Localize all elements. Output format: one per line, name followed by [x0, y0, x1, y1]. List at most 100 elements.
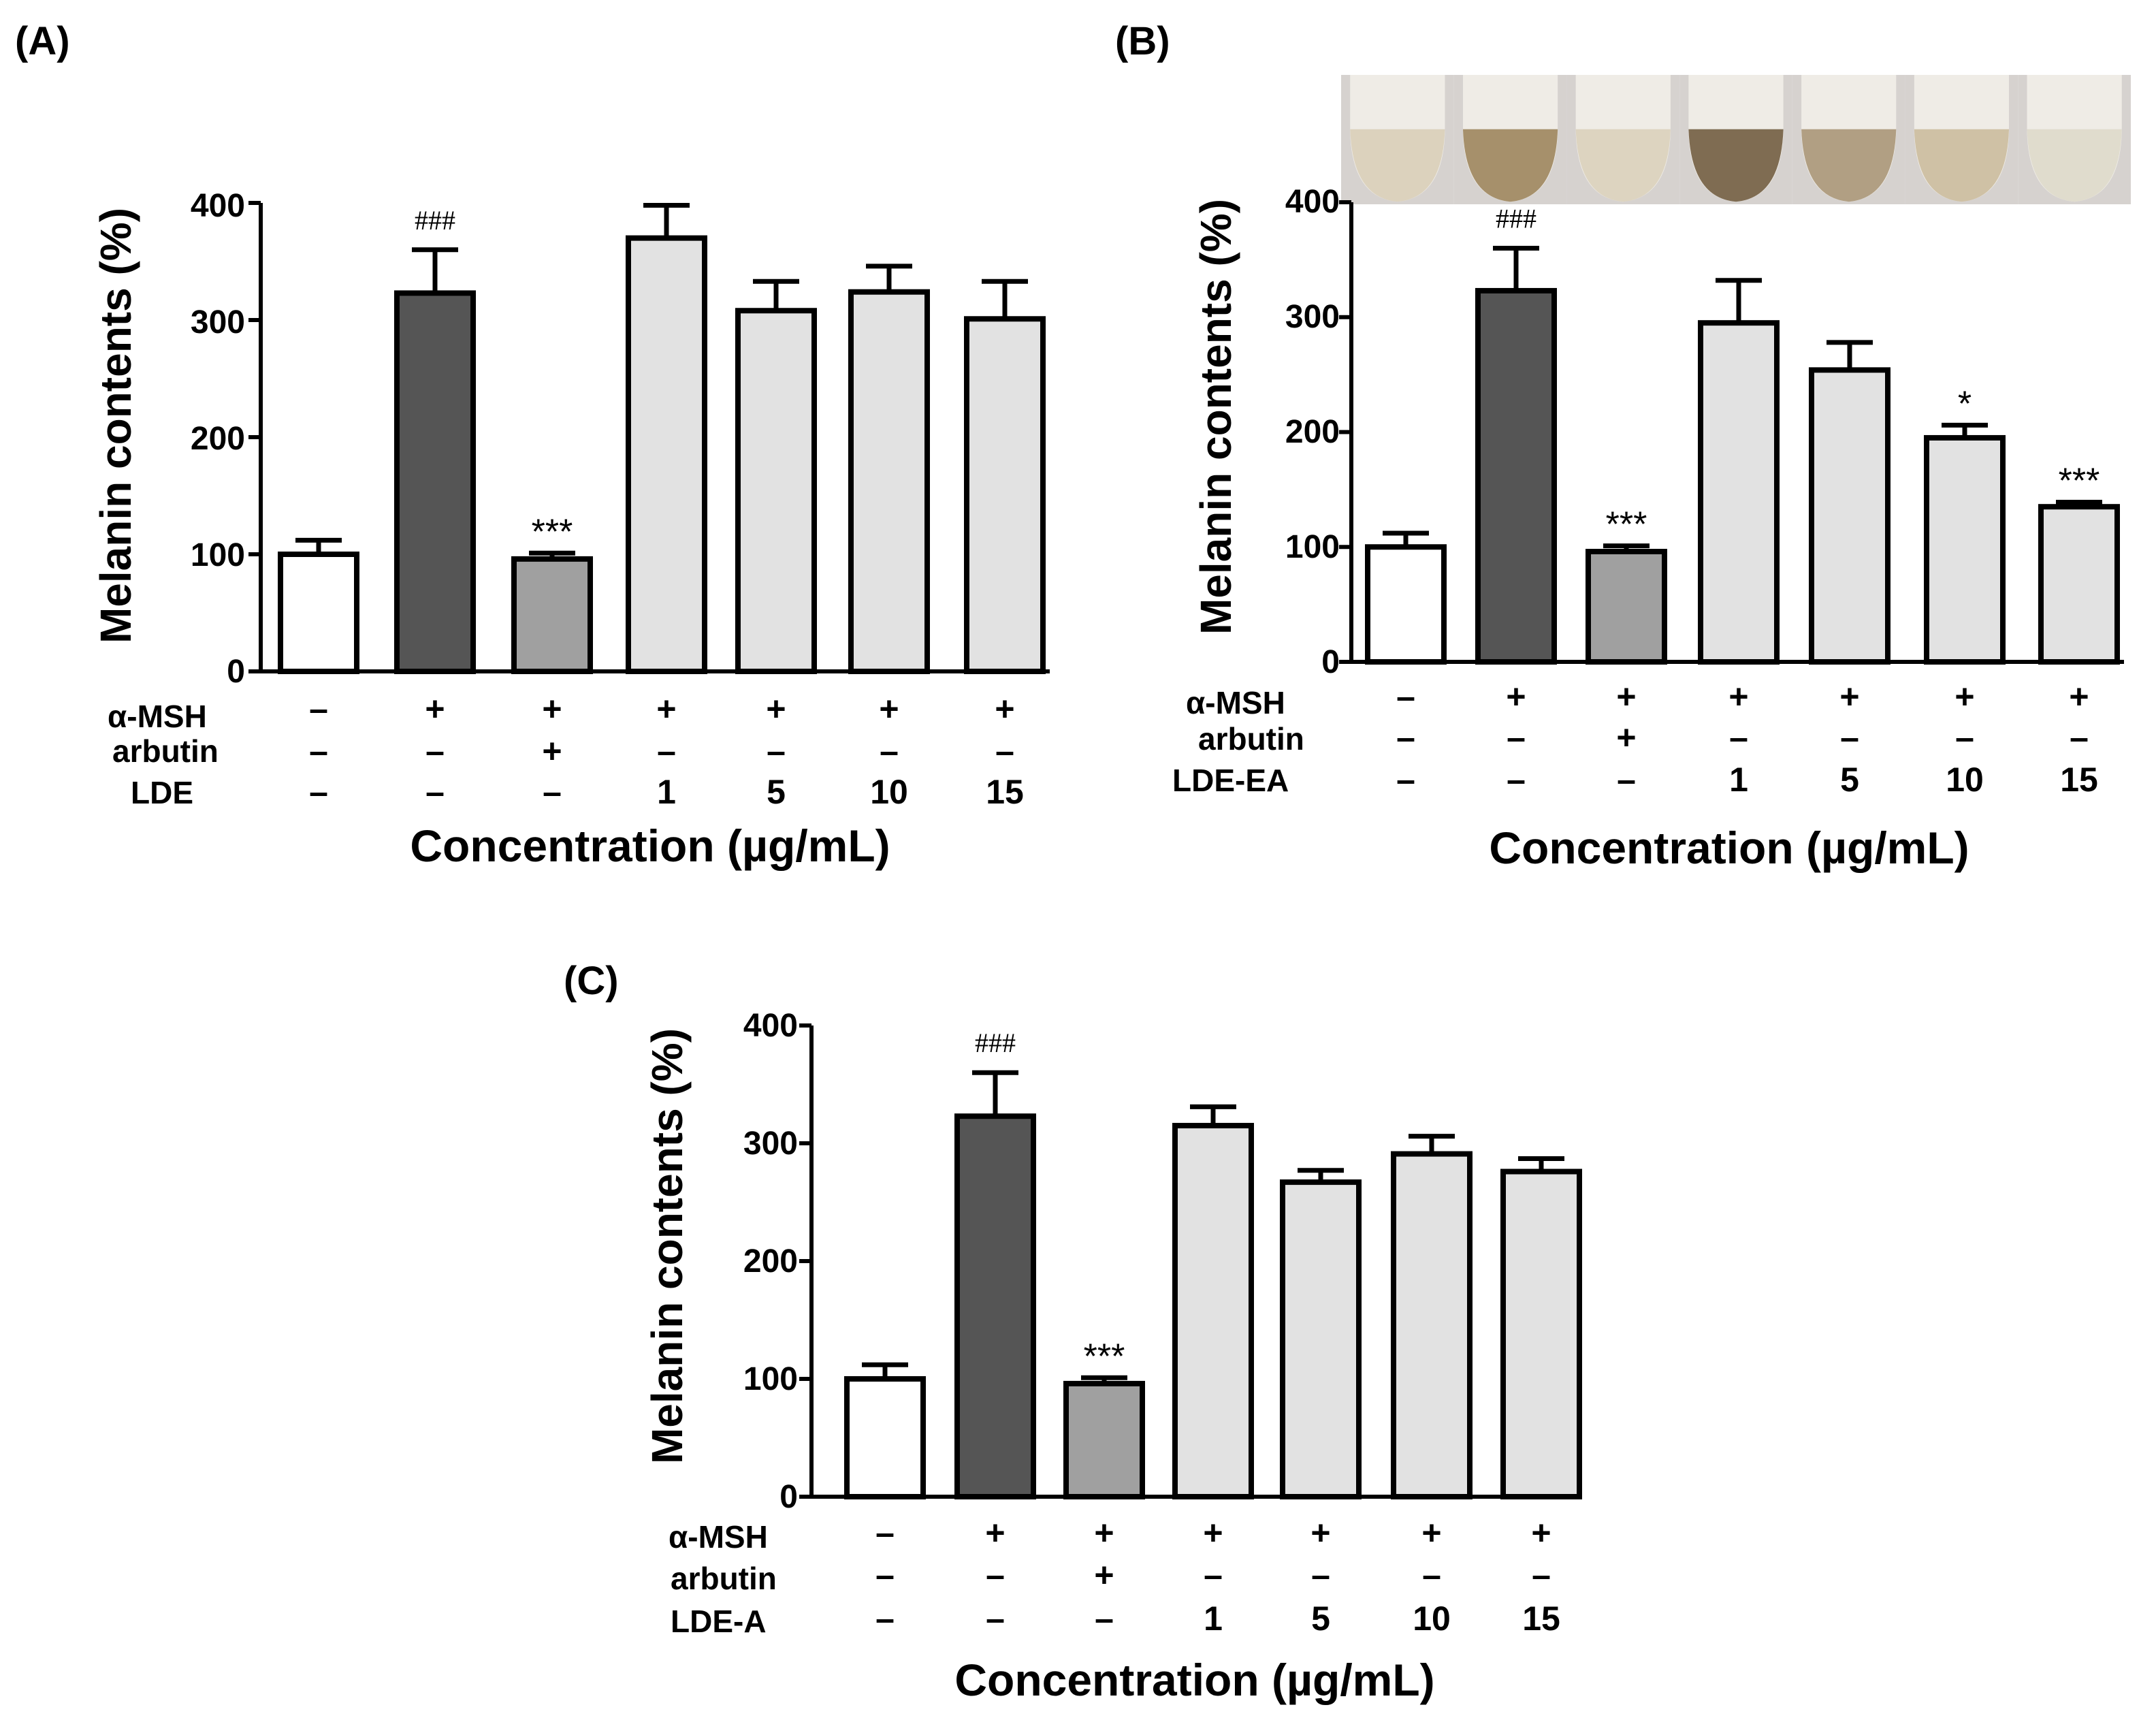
- panel-b-x-axis-title: Concentration (µg/mL): [1489, 823, 1969, 873]
- panel-c-condition-value: +: [1531, 1514, 1551, 1552]
- panel-b-bar: [1586, 549, 1667, 665]
- panel-c-condition-value: 10: [1413, 1600, 1451, 1638]
- panel-c-ytick-label: 0: [779, 1479, 798, 1515]
- tube-sample-color: [2027, 129, 2122, 202]
- panel-a: (A) Melanin contents (%) 0 100 200 300 4…: [15, 19, 1050, 871]
- panel-b-condition-value: +: [1954, 678, 1974, 716]
- panel-b-condition-table: α-MSH arbutin LDE-EA – + + + + + +– – + – – – –– – –1 5…: [1172, 678, 2098, 799]
- panel-a-ytick-label: 300: [191, 304, 245, 340]
- panel-a-ytick-label: 200: [191, 421, 245, 457]
- panel-a-condition-value: +: [542, 690, 562, 728]
- panel-a-condition-value: 1: [657, 773, 676, 811]
- panel-b-row-label: arbutin: [1198, 721, 1304, 757]
- panel-a-condition-value: –: [309, 732, 328, 770]
- panel-c-condition-value: –: [875, 1600, 895, 1638]
- panel-a-condition-value: 10: [870, 773, 908, 811]
- panel-c-x-axis-title: Concentration (µg/mL): [954, 1655, 1434, 1705]
- panel-a-condition-value: –: [425, 732, 445, 770]
- panel-a-condition-value: +: [766, 690, 786, 728]
- panel-b-condition-value: –: [2070, 718, 2089, 757]
- panel-b-row-values: – + + + + + +– – + – – – –– – –1 5 10 15: [1396, 678, 2098, 799]
- panel-c-ytick-label: 400: [743, 1008, 798, 1044]
- panel-b-significance-label: ###: [1496, 204, 1536, 234]
- panel-a-condition-value: 5: [767, 773, 786, 811]
- panel-a-ytick-label: 100: [191, 537, 245, 573]
- panel-a-ytick-label: 0: [227, 654, 245, 690]
- panel-c-condition-value: +: [985, 1514, 1005, 1552]
- panel-c-condition-value: +: [1421, 1514, 1441, 1552]
- panel-a-row-label: LDE: [131, 775, 193, 810]
- tube-sample-color: [1575, 129, 1671, 202]
- panel-b-condition-value: –: [1955, 718, 1974, 757]
- panel-c-condition-value: –: [986, 1556, 1005, 1594]
- panel-b-condition-value: +: [1616, 678, 1636, 716]
- panel-b-ytick-label: 0: [1321, 644, 1340, 680]
- panel-c-condition-value: +: [1094, 1514, 1114, 1552]
- panel-c-bar: [1172, 1123, 1254, 1500]
- panel-a-bar: [278, 552, 359, 674]
- panel-c-row-label: arbutin: [671, 1561, 777, 1596]
- panel-a-condition-value: –: [880, 732, 899, 770]
- panel-b-ytick-label: 200: [1285, 414, 1340, 450]
- panel-b-bar: [1698, 320, 1780, 665]
- panel-a-bars: ### ***: [278, 202, 1046, 675]
- panel-c-row-values: – + + + + + +– – + – – – –– – –1 5 10 15: [875, 1514, 1560, 1638]
- panel-a-bar: [735, 308, 817, 674]
- panel-b-condition-value: 5: [1840, 761, 1859, 799]
- panel-c-ytick-label: 300: [743, 1126, 798, 1162]
- panel-a-condition-value: –: [309, 773, 328, 811]
- panel-b-condition-value: –: [1396, 761, 1415, 799]
- panel-b-condition-value: +: [1506, 678, 1526, 716]
- panel-c-condition-value: +: [1094, 1556, 1114, 1594]
- panel-c-bar: [1391, 1151, 1473, 1499]
- panel-c-condition-value: –: [986, 1600, 1005, 1638]
- panel-a-condition-value: –: [995, 732, 1014, 770]
- panel-b-condition-value: –: [1396, 718, 1415, 757]
- panel-c-condition-value: 5: [1311, 1600, 1330, 1638]
- panel-a-label: (A): [15, 19, 70, 63]
- panel-b-significance-label: *: [1958, 384, 1972, 424]
- panel-c-row-label: α-MSH: [669, 1519, 768, 1555]
- panel-b-ytick-label: 100: [1285, 529, 1340, 565]
- panel-b-ytick-label: 300: [1285, 299, 1340, 335]
- panel-b-condition-value: +: [1839, 678, 1859, 716]
- panel-a-x-axis-title: Concentration (µg/mL): [410, 821, 890, 871]
- panel-c-condition-value: –: [1532, 1556, 1551, 1594]
- panel-c-y-ticks: 0 100 200 300 400: [743, 1008, 798, 1515]
- panel-a-row-values: – + + + + + +– – + – – – –– – –1 5 10 15: [309, 690, 1024, 811]
- panel-b-ytick-label: 400: [1285, 184, 1340, 220]
- panel-a-significance-label: ***: [532, 512, 573, 552]
- panel-a-ytick-label: 400: [191, 188, 245, 224]
- panel-b-y-ticks: 0 100 200 300 400: [1285, 184, 1340, 680]
- panel-b-condition-value: 15: [2060, 761, 2098, 799]
- panel-a-significance-label: ###: [415, 205, 455, 236]
- panel-c-bar: [954, 1113, 1036, 1499]
- panel-c-bar: [1500, 1168, 1582, 1500]
- panel-a-condition-value: –: [309, 690, 328, 728]
- panel-b-condition-value: –: [1840, 718, 1859, 757]
- panel-b-condition-value: –: [1617, 761, 1636, 799]
- panel-b-bar: [1809, 367, 1890, 665]
- panel-c-condition-value: –: [1204, 1556, 1223, 1594]
- panel-a-condition-table: α-MSH arbutin LDE – + + + + + +– – + – – – –– – –1 5 10 1…: [108, 690, 1024, 811]
- panel-c-condition-value: 15: [1522, 1600, 1560, 1638]
- panel-c-label: (C): [564, 959, 619, 1003]
- panel-b-condition-value: +: [1728, 678, 1748, 716]
- panel-b-bar: [2038, 504, 2120, 665]
- panel-b-bar: [1365, 544, 1447, 665]
- panel-c: (C) Melanin contents (%) 0 100 200 300 4…: [564, 959, 1582, 1705]
- panel-a-condition-value: –: [425, 773, 445, 811]
- panel-a-bar: [626, 235, 707, 675]
- panel-c-condition-table: α-MSH arbutin LDE-A – + + + + + +– – + – – – –– – –1 5 1…: [669, 1514, 1560, 1639]
- panel-b-condition-value: –: [1729, 718, 1748, 757]
- panel-b-row-label: α-MSH: [1186, 685, 1285, 720]
- panel-b: (B) Melanin contents (%) 0 100 200 300 4…: [1115, 19, 2131, 873]
- panel-c-condition-value: –: [1095, 1600, 1114, 1638]
- panel-c-condition-value: –: [875, 1556, 895, 1594]
- panel-c-bar: [1063, 1380, 1145, 1500]
- panel-c-y-axis-title: Melanin contents (%): [643, 1028, 692, 1464]
- panel-b-condition-value: +: [1616, 718, 1636, 757]
- panel-b-label: (B): [1115, 19, 1170, 63]
- panel-c-significance-label: ***: [1084, 1337, 1125, 1376]
